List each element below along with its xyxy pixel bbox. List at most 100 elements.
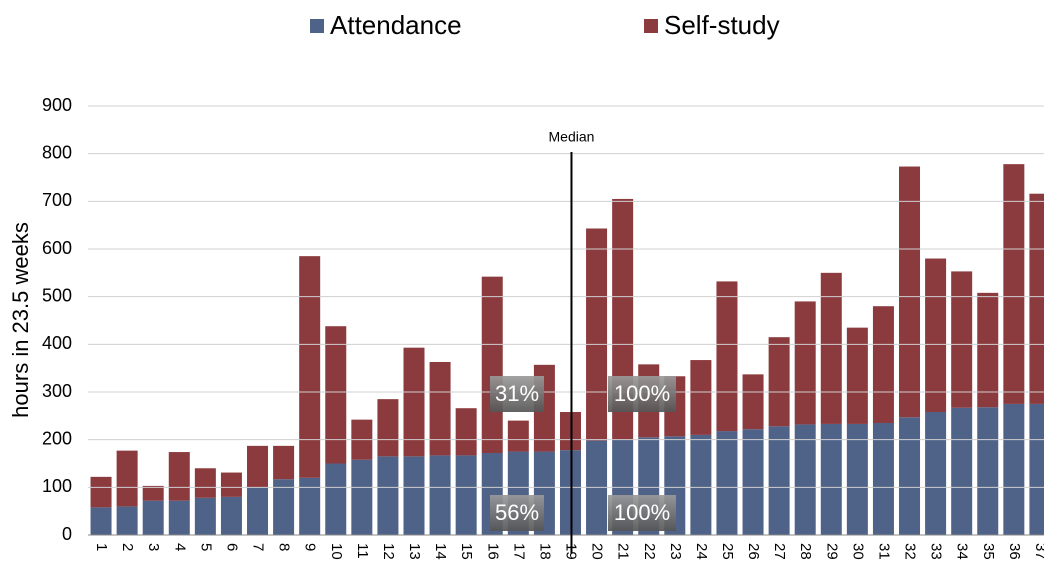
y-tick-label: 700	[42, 190, 72, 210]
bar-segment	[742, 374, 764, 430]
bar-segment	[168, 500, 190, 535]
x-tick-label: 17	[510, 543, 527, 560]
bar-segment	[768, 426, 790, 535]
bar-segment	[716, 281, 738, 432]
x-tick-label: 2	[119, 543, 136, 551]
x-tick-label: 36	[1006, 543, 1023, 560]
x-tick-label: 31	[875, 543, 892, 560]
x-tick-label: 35	[980, 543, 997, 560]
x-tick-label: 26	[745, 543, 762, 560]
bar-segment	[820, 423, 842, 535]
bar-segment	[247, 487, 269, 535]
bar-segment	[481, 276, 503, 454]
bar-segment	[429, 455, 451, 535]
bar-segment	[820, 272, 842, 424]
x-tick-label: 15	[458, 543, 475, 560]
bar-segment	[403, 456, 425, 535]
x-tick-label: 12	[380, 543, 397, 560]
bar-segment	[194, 497, 216, 535]
bar-segment	[507, 420, 529, 452]
x-tick-label: 6	[223, 543, 240, 551]
bar-segment	[403, 347, 425, 457]
x-tick-label: 16	[484, 543, 501, 560]
bar-segment	[794, 424, 816, 535]
bar-segment	[846, 423, 868, 535]
bar-segment	[690, 360, 712, 435]
annotation: 100%	[614, 500, 670, 525]
bar-segment	[90, 507, 112, 535]
y-tick-label: 900	[42, 95, 72, 115]
bar-segment	[194, 468, 216, 498]
legend-label: Attendance	[330, 10, 462, 40]
bar-segment	[768, 337, 790, 427]
bar-segment	[846, 327, 868, 424]
annotation: 31%	[495, 381, 539, 406]
x-tick-label: 1	[93, 543, 110, 551]
annotation-box	[490, 495, 544, 531]
x-tick-label: 3	[145, 543, 162, 551]
x-tick-label: 20	[589, 543, 606, 560]
bar-segment	[872, 306, 894, 423]
y-tick-label: 200	[42, 428, 72, 448]
bar-segment	[377, 456, 399, 535]
annotation: 100%	[614, 381, 670, 406]
x-tick-label: 13	[406, 543, 423, 560]
bar-segment	[455, 455, 477, 535]
bar-segment	[299, 477, 321, 535]
x-tick-label: 33	[928, 543, 945, 560]
x-tick-label: 32	[902, 543, 919, 560]
annotation: 56%	[495, 500, 539, 525]
x-tick-label: 25	[719, 543, 736, 560]
bar-segment	[716, 431, 738, 535]
legend-swatch	[644, 19, 658, 33]
median-label: Median	[549, 129, 595, 145]
x-tick-label: 4	[171, 543, 188, 551]
legend-swatch	[310, 19, 324, 33]
x-tick-label: 21	[615, 543, 632, 560]
x-tick-label: 27	[771, 543, 788, 560]
bar-segment	[1029, 193, 1044, 404]
annotation-box	[490, 376, 544, 412]
y-tick-label: 100	[42, 476, 72, 496]
bar-segment	[142, 500, 164, 535]
bar-segment	[116, 506, 138, 535]
bar-segment	[925, 412, 947, 535]
x-tick-label: 37	[1032, 543, 1044, 560]
x-tick-label: 8	[276, 543, 293, 551]
bar-segment	[977, 407, 999, 535]
bar-segment	[325, 326, 347, 464]
bar-segment	[325, 463, 347, 535]
bar-segment	[220, 496, 242, 535]
x-tick-label: 34	[954, 543, 971, 560]
annotation-box	[608, 376, 676, 412]
bar-segment	[273, 445, 295, 480]
bar-segment	[794, 301, 816, 425]
annotation-box	[608, 495, 676, 531]
x-tick-label: 18	[536, 543, 553, 560]
y-axis-label: hours in 23.5 weeks	[8, 222, 33, 418]
bar-segment	[1003, 164, 1025, 404]
x-tick-label: 9	[302, 543, 319, 551]
x-tick-label: 14	[432, 543, 449, 560]
x-tick-label: 11	[354, 543, 371, 559]
x-tick-label: 7	[250, 543, 267, 551]
y-tick-label: 0	[62, 524, 72, 544]
bar-segment	[168, 452, 190, 501]
bar-segment	[273, 479, 295, 535]
x-tick-label: 30	[849, 543, 866, 560]
bar-segment	[690, 434, 712, 535]
x-tick-label: 10	[328, 543, 345, 560]
x-tick-label: 22	[641, 543, 658, 560]
bar-segment	[116, 450, 138, 507]
bar-segment	[925, 258, 947, 413]
y-tick-label: 400	[42, 333, 72, 353]
bar-segment	[351, 459, 373, 535]
x-tick-label: 23	[667, 543, 684, 560]
bar-segment	[899, 166, 921, 418]
y-tick-label: 800	[42, 142, 72, 162]
bar-segment	[742, 429, 764, 535]
x-tick-label: 28	[797, 543, 814, 560]
bar-segment	[247, 445, 269, 488]
bar-segment	[90, 476, 112, 508]
x-tick-label: 5	[197, 543, 214, 551]
